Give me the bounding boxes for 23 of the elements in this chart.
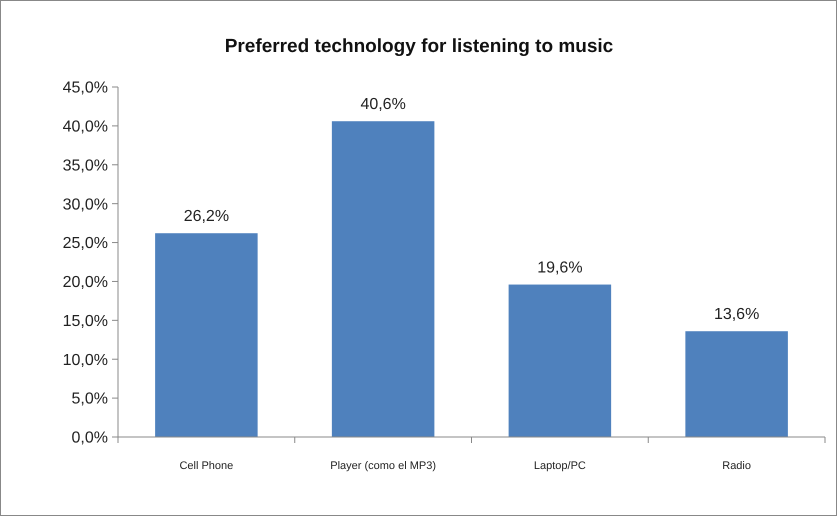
bar <box>155 233 258 437</box>
bar <box>332 121 434 437</box>
y-tick-label: 45,0% <box>62 80 108 97</box>
bar <box>508 284 612 437</box>
data-label: 13,6% <box>714 306 760 324</box>
data-label: 40,6% <box>360 96 406 114</box>
y-tick-label: 30,0% <box>62 196 108 214</box>
y-tick-label: 10,0% <box>62 352 108 369</box>
chart-title: Preferred technology for listening to music <box>224 36 614 57</box>
x-tick-label: Laptop/PC <box>534 460 586 472</box>
y-tick-label: 5,0% <box>72 390 108 408</box>
y-tick-label: 40,0% <box>62 118 108 136</box>
y-tick-label: 0,0% <box>72 430 108 447</box>
x-tick-label: Radio <box>722 460 751 472</box>
y-tick-label: 20,0% <box>62 274 108 292</box>
y-tick-label: 25,0% <box>62 235 108 252</box>
data-label: 19,6% <box>537 260 583 277</box>
x-tick-label: Player (como el MP3) <box>330 460 436 472</box>
y-tick-label: 35,0% <box>62 157 108 174</box>
x-tick-label: Cell Phone <box>179 460 234 472</box>
y-tick-label: 15,0% <box>62 312 108 330</box>
bar <box>685 331 788 437</box>
data-label: 26,2% <box>184 208 230 226</box>
